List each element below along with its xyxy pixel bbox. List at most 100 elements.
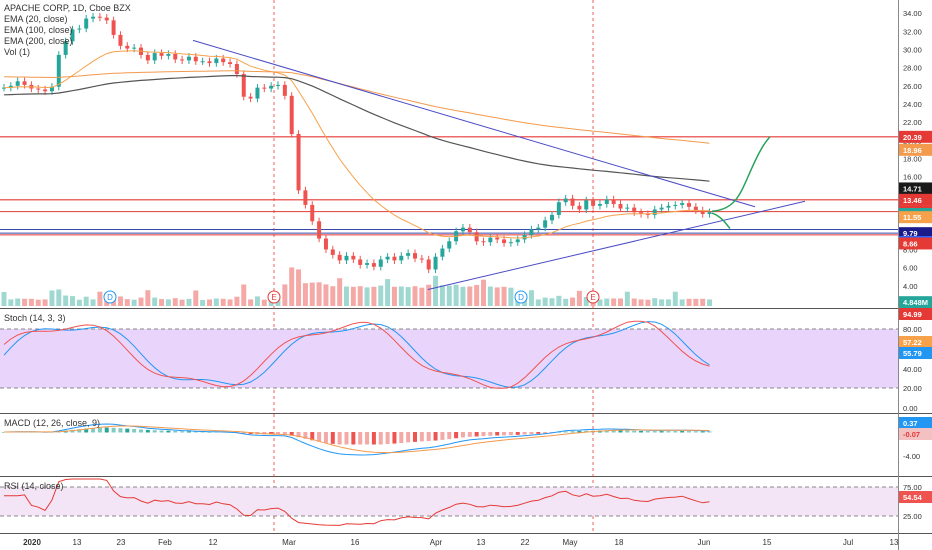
macd-histogram-bar xyxy=(358,432,363,445)
x-tick-label: 18 xyxy=(615,538,624,547)
rsi-tick-label: 25.00 xyxy=(903,512,922,521)
projection-up xyxy=(711,136,771,213)
stoch-band xyxy=(0,329,898,388)
price-label-bg xyxy=(899,130,932,143)
volume-bar xyxy=(508,287,514,306)
volume-bar xyxy=(556,295,562,306)
candle-body xyxy=(22,81,27,85)
candle-body xyxy=(392,256,397,261)
macd-histogram-bar xyxy=(317,432,322,442)
volume-bar xyxy=(90,299,96,306)
stoch-tick-label: 80.00 xyxy=(903,325,922,334)
volume-bar xyxy=(261,299,267,306)
volume-bar xyxy=(686,298,692,306)
candle-body xyxy=(659,207,664,210)
candle-body xyxy=(556,202,561,215)
candle-body xyxy=(371,263,376,267)
candle-body xyxy=(529,229,534,235)
candle-body xyxy=(159,53,164,56)
price-label-bg xyxy=(899,182,932,195)
candle-body xyxy=(15,81,20,86)
candle-body xyxy=(118,34,123,46)
macd-histogram-bar xyxy=(173,430,178,433)
macd-histogram-bar xyxy=(385,432,390,445)
macd-signal-line xyxy=(4,425,710,454)
macd-histogram-bar xyxy=(515,432,520,435)
candle-body xyxy=(385,256,390,260)
volume-bar xyxy=(193,290,199,306)
volume-bar xyxy=(563,298,569,306)
candle-body xyxy=(330,249,335,255)
volume-bar xyxy=(460,286,466,306)
price-label: 14.71 xyxy=(903,184,922,193)
volume-bar xyxy=(583,297,589,306)
stoch-label-bg xyxy=(899,347,932,359)
volume-bar xyxy=(234,296,240,306)
volume-bar xyxy=(494,287,500,306)
volume-bar xyxy=(97,291,103,306)
candle-body xyxy=(680,203,685,205)
volume-bar xyxy=(316,282,322,306)
candle-body xyxy=(214,58,219,64)
macd-histogram-bar xyxy=(419,432,424,442)
volume-bar xyxy=(56,289,62,306)
macd-histogram-bar xyxy=(563,431,568,433)
volume-bar xyxy=(350,286,356,306)
volume-bar xyxy=(570,297,576,306)
candle-body xyxy=(467,227,472,233)
volume-bar xyxy=(549,298,555,306)
x-tick-label: Feb xyxy=(158,538,172,547)
macd-histogram-bar xyxy=(707,431,712,433)
macd-histogram-bar xyxy=(276,432,280,435)
volume-bar xyxy=(28,298,34,306)
candle-body xyxy=(303,190,308,205)
price-label: 9.79 xyxy=(903,229,918,238)
volume-bar xyxy=(672,291,678,306)
volume-bar xyxy=(474,285,480,306)
macd-histogram-bar xyxy=(166,430,171,433)
volume-bar xyxy=(528,290,534,306)
ema200-line xyxy=(3,70,710,144)
macd-histogram-bar xyxy=(241,432,246,434)
candle-body xyxy=(8,85,13,88)
candle-body xyxy=(269,85,274,89)
volume-bar xyxy=(535,299,541,306)
stoch-tick-label: 40.00 xyxy=(903,365,922,374)
candle-body xyxy=(145,54,150,61)
volume-bar xyxy=(220,298,226,306)
volume-bar xyxy=(254,296,260,306)
volume-bar xyxy=(693,298,699,306)
volume-bar xyxy=(248,299,254,306)
candle-body xyxy=(645,214,650,215)
candle-body xyxy=(515,239,520,243)
candle-body xyxy=(276,84,280,86)
macd-histogram-bar xyxy=(632,430,637,433)
volume-bar xyxy=(453,284,459,306)
macd-histogram-bar xyxy=(495,432,500,436)
volume-bar xyxy=(645,299,651,306)
price-tick-label: 22.00 xyxy=(903,118,922,127)
price-label-bg xyxy=(899,143,932,156)
candle-body xyxy=(344,255,349,261)
candle-body xyxy=(433,256,438,270)
candle-body xyxy=(91,16,96,19)
macd-histogram-bar xyxy=(97,427,102,433)
stoch-label: Stoch (14, 3, 3) xyxy=(4,313,66,323)
volume-bar xyxy=(309,282,315,306)
x-tick-label: 13 xyxy=(890,538,899,547)
candle-body xyxy=(310,204,315,222)
macd-histogram-bar xyxy=(673,431,678,433)
volume-bar xyxy=(604,298,610,306)
volume-bar xyxy=(337,278,343,306)
macd-histogram-bar xyxy=(659,431,664,433)
macd-label-bg xyxy=(899,428,932,440)
macd-histogram-bar xyxy=(70,429,75,433)
legend-ema20: EMA (20, close) xyxy=(4,14,68,24)
candle-body xyxy=(111,20,116,35)
price-label-bg xyxy=(899,211,932,224)
macd-histogram-bar xyxy=(104,427,109,433)
volume-bar xyxy=(385,279,391,306)
volume-bar xyxy=(398,286,404,306)
macd-histogram-bar xyxy=(132,428,137,433)
